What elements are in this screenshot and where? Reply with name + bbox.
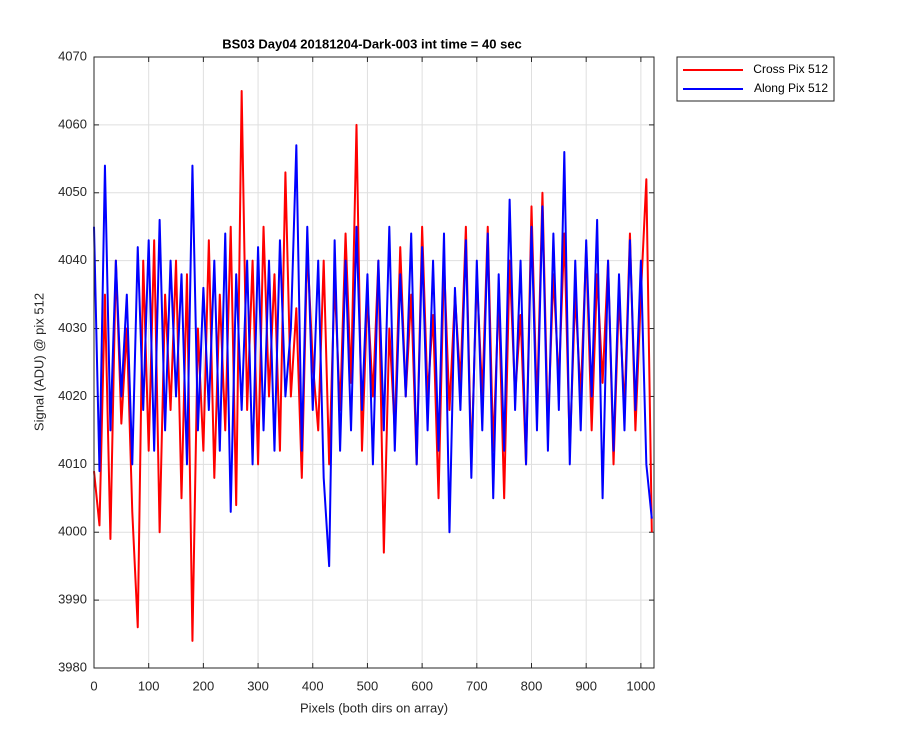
x-tick-label: 1000 xyxy=(626,678,655,693)
y-tick-label: 3990 xyxy=(58,592,87,607)
x-axis-label: Pixels (both dirs on array) xyxy=(300,700,448,715)
data-line xyxy=(93,144,653,568)
x-tick-label: 400 xyxy=(302,678,324,693)
x-tick-label: 0 xyxy=(90,678,97,693)
y-tick-label: 4010 xyxy=(58,456,87,471)
y-tick-label: 4030 xyxy=(58,320,87,335)
y-tick-label: 4020 xyxy=(58,388,87,403)
y-tick-label: 4040 xyxy=(58,252,87,267)
y-tick-label: 4050 xyxy=(58,184,87,199)
y-tick-label: 4000 xyxy=(58,524,87,539)
x-tick-label: 900 xyxy=(575,678,597,693)
x-tick-label: 500 xyxy=(357,678,379,693)
x-tick-label: 800 xyxy=(521,678,543,693)
y-tick-label: 4060 xyxy=(58,116,87,131)
chart-title: BS03 Day04 20181204-Dark-003 int time = … xyxy=(222,36,522,51)
y-tick-label: 4070 xyxy=(58,48,87,63)
y-tick-label: 3980 xyxy=(58,659,87,674)
legend-label: Cross Pix 512 xyxy=(753,62,828,76)
x-tick-label: 600 xyxy=(411,678,433,693)
legend-label: Along Pix 512 xyxy=(754,81,828,95)
x-tick-label: 100 xyxy=(138,678,160,693)
x-tick-label: 200 xyxy=(193,678,215,693)
x-tick-label: 300 xyxy=(247,678,269,693)
legend-box xyxy=(676,56,835,102)
plot-frame xyxy=(93,56,655,669)
x-tick-label: 700 xyxy=(466,678,488,693)
y-axis-label: Signal (ADU) @ pix 512 xyxy=(31,293,46,431)
